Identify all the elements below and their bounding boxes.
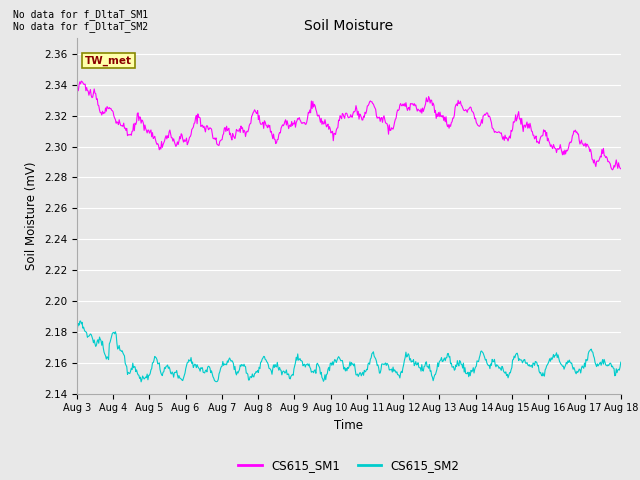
- X-axis label: Time: Time: [334, 419, 364, 432]
- Text: No data for f_DltaT_SM2: No data for f_DltaT_SM2: [13, 21, 148, 32]
- Text: TW_met: TW_met: [85, 55, 132, 66]
- Title: Soil Moisture: Soil Moisture: [304, 19, 394, 33]
- Text: No data for f_DltaT_SM1: No data for f_DltaT_SM1: [13, 9, 148, 20]
- Legend: CS615_SM1, CS615_SM2: CS615_SM1, CS615_SM2: [234, 454, 464, 477]
- Y-axis label: Soil Moisture (mV): Soil Moisture (mV): [25, 162, 38, 270]
